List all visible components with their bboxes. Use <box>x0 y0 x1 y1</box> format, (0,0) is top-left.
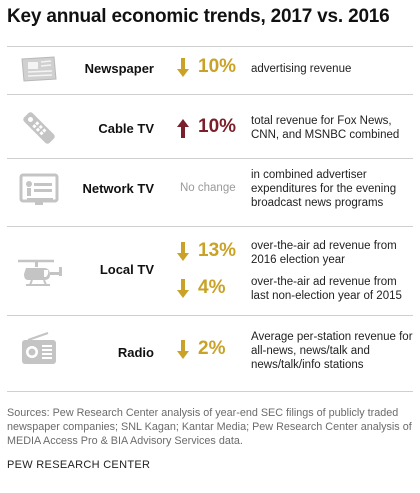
helicopter-icon <box>14 252 64 292</box>
up-arrow-icon <box>176 118 190 138</box>
description-cable-tv: total revenue for Fox News, CNN, and MSN… <box>251 115 400 141</box>
radio-icon <box>14 330 64 370</box>
newspaper-icon <box>14 49 64 89</box>
medium-label-newspaper: Newspaper <box>84 61 154 76</box>
sources-note: Sources: Pew Research Center analysis of… <box>7 407 412 447</box>
change-value-cable-tv: 10% <box>198 116 237 137</box>
divider <box>7 391 413 392</box>
medium-label-network-tv: Network TV <box>82 181 154 196</box>
change-value-newspaper: 10% <box>198 56 237 77</box>
down-arrow-icon <box>176 242 190 262</box>
description-radio: Average per-station revenue for all-news… <box>251 331 413 371</box>
no-change-label: No change <box>180 182 236 194</box>
chart-title: Key annual economic trends, 2017 vs. 201… <box>7 6 390 27</box>
footer-credit: PEW RESEARCH CENTER <box>7 459 151 471</box>
description-local-tv-nonelection: over-the-air ad revenue from last non-el… <box>251 276 402 302</box>
down-arrow-icon <box>176 58 190 78</box>
change-value-local-tv-election: 13% <box>198 240 237 261</box>
medium-label-cable-tv: Cable TV <box>98 121 154 136</box>
down-arrow-icon <box>176 340 190 360</box>
divider <box>7 315 413 316</box>
down-arrow-icon <box>176 279 190 299</box>
television-icon <box>14 169 64 209</box>
remote-control-icon <box>14 108 64 148</box>
medium-label-local-tv: Local TV <box>99 262 154 277</box>
medium-label-radio: Radio <box>117 345 154 360</box>
change-value-local-tv-nonelection: 4% <box>198 277 226 298</box>
divider <box>7 94 413 95</box>
description-newspaper: advertising revenue <box>251 63 352 75</box>
change-value-radio: 2% <box>198 338 226 359</box>
description-local-tv-election: over-the-air ad revenue from 2016 electi… <box>251 240 397 266</box>
divider <box>7 158 413 159</box>
divider <box>7 46 413 47</box>
divider <box>7 226 413 227</box>
description-network-tv: in combined advertiser expenditures for … <box>251 169 397 209</box>
